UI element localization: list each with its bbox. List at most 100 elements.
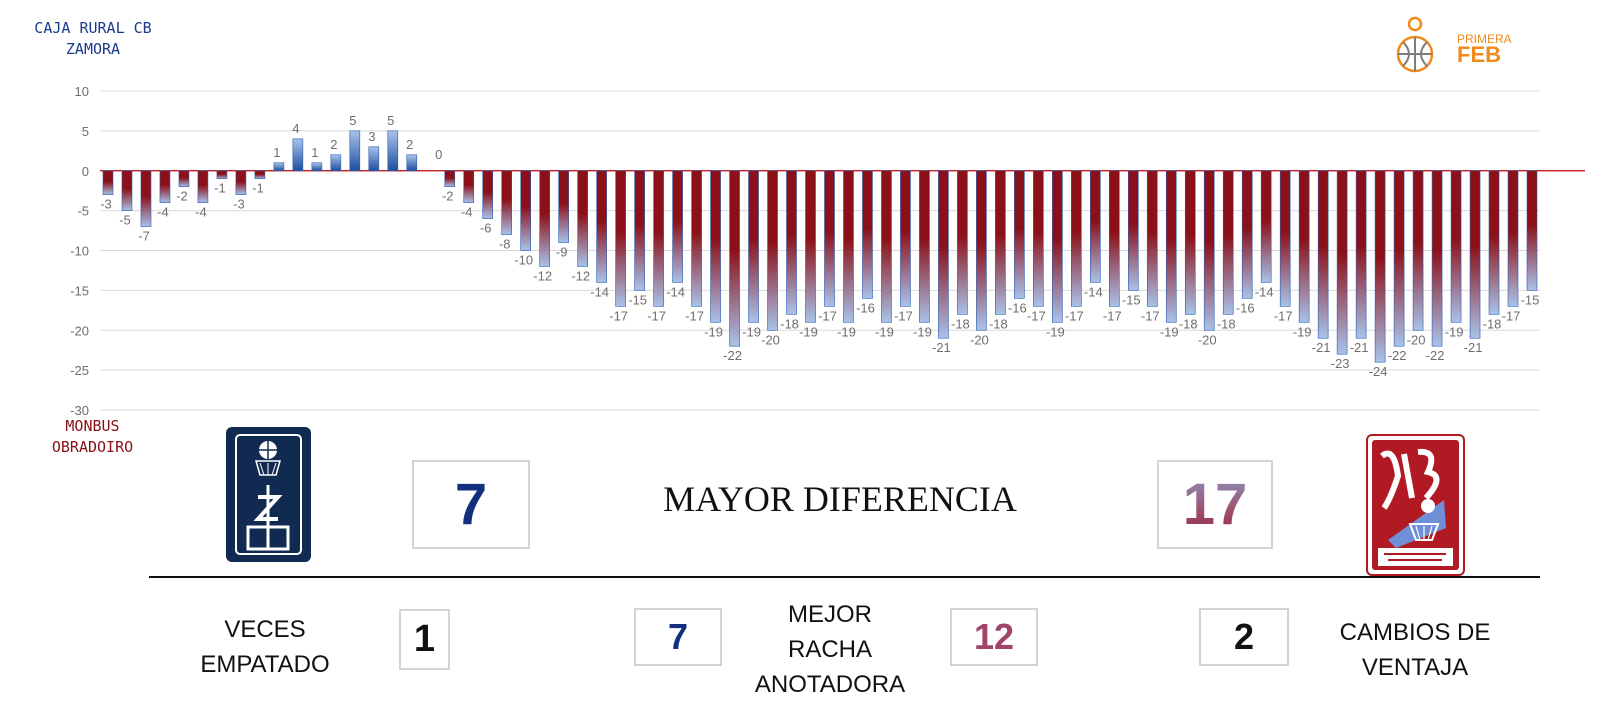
bar <box>938 170 949 339</box>
bar <box>102 170 114 195</box>
data-label: -19 <box>875 324 894 339</box>
bar <box>1431 170 1443 347</box>
data-label: -17 <box>1274 308 1293 323</box>
obradoiro-crest-icon <box>1372 440 1459 570</box>
bar <box>1488 170 1500 315</box>
data-label: -19 <box>837 324 856 339</box>
y-tick-label: -25 <box>70 363 89 378</box>
basketball-player-icon <box>1396 16 1434 73</box>
bar <box>349 130 361 172</box>
bar <box>672 170 683 283</box>
away-team-logo <box>1366 434 1465 576</box>
bar <box>729 170 740 347</box>
bar <box>1526 170 1538 291</box>
bar <box>1241 170 1253 299</box>
bar <box>615 170 626 307</box>
data-label: -21 <box>1312 340 1331 355</box>
data-label: -16 <box>1236 300 1255 315</box>
bar <box>957 170 968 315</box>
bar <box>273 162 285 172</box>
best-streak-label: MEJOR RACHA ANOTADORA <box>754 601 906 698</box>
data-label: -1 <box>252 181 264 196</box>
bar <box>995 170 1006 315</box>
league-label-line2: FEB <box>1457 42 1501 67</box>
data-label: -15 <box>1122 292 1141 307</box>
data-label: -8 <box>499 237 511 252</box>
max-diff-title: MAYOR DIFERENCIA <box>663 479 1017 519</box>
bar <box>197 170 209 203</box>
bar <box>710 170 721 323</box>
bar <box>824 170 835 307</box>
bar <box>881 170 892 323</box>
data-label: -21 <box>1350 340 1369 355</box>
data-label: -18 <box>951 316 970 331</box>
bar <box>520 170 532 251</box>
bar <box>159 170 171 203</box>
bar <box>748 170 759 323</box>
data-label: -10 <box>514 253 533 268</box>
data-label: -17 <box>1027 308 1046 323</box>
data-label: -18 <box>989 316 1008 331</box>
bar <box>1469 170 1481 339</box>
bar <box>786 170 797 315</box>
bar <box>311 162 323 172</box>
bar <box>121 170 133 211</box>
data-label: -20 <box>970 332 989 347</box>
bar <box>1412 170 1424 331</box>
data-label: -17 <box>1502 308 1521 323</box>
bar <box>1450 170 1462 323</box>
data-label: -19 <box>1046 324 1065 339</box>
data-label: 4 <box>292 121 299 136</box>
data-label: -24 <box>1369 364 1388 379</box>
data-label: 5 <box>349 113 356 128</box>
data-label: -17 <box>894 308 913 323</box>
data-label: -12 <box>533 268 552 283</box>
bar <box>1260 170 1272 283</box>
y-tick-label: -20 <box>70 323 89 338</box>
bar <box>235 170 247 195</box>
data-label: -5 <box>119 213 131 228</box>
data-label: -19 <box>1160 324 1179 339</box>
bar <box>577 170 588 267</box>
data-label: -20 <box>1407 332 1426 347</box>
bar <box>1052 170 1063 323</box>
y-tick-label: -30 <box>70 403 89 418</box>
score-difference-chart: 1050-5-10-15-20-25-30-3-5-7-4-2-4-1-3-11… <box>70 84 1585 418</box>
data-label: 1 <box>311 145 318 160</box>
divider <box>149 576 1540 578</box>
data-label: 5 <box>387 113 394 128</box>
bar <box>1374 170 1386 363</box>
bar <box>140 170 152 227</box>
data-label: -3 <box>233 197 245 212</box>
home-team-label: CAJA RURAL CB ZAMORA <box>34 19 152 58</box>
max-diff-home-value: 7 <box>412 460 530 549</box>
best-streak-away-value: 12 <box>950 608 1038 666</box>
y-tick-label: -5 <box>77 204 89 219</box>
bar <box>1146 170 1158 307</box>
bar <box>1336 170 1348 355</box>
data-label: -15 <box>1521 292 1540 307</box>
data-label: 3 <box>368 129 375 144</box>
y-tick-label: -10 <box>70 244 89 259</box>
data-label: -19 <box>1445 324 1464 339</box>
data-label: -15 <box>628 292 647 307</box>
data-label: -17 <box>685 308 704 323</box>
data-label: -18 <box>1217 316 1236 331</box>
data-label: -20 <box>1198 332 1217 347</box>
data-label: -19 <box>704 324 723 339</box>
data-label: -18 <box>1483 316 1502 331</box>
bar <box>862 170 873 299</box>
bar <box>1507 170 1519 307</box>
bar <box>1298 170 1310 323</box>
data-label: -2 <box>442 189 454 204</box>
bar <box>1090 170 1101 283</box>
data-label: -18 <box>1179 316 1198 331</box>
bar <box>387 130 399 172</box>
bar <box>330 154 342 172</box>
bar <box>463 170 475 203</box>
bar <box>406 154 418 172</box>
data-label: -17 <box>647 308 666 323</box>
away-team-label: MONBUS OBRADOIRO <box>51 417 134 456</box>
y-tick-label: 5 <box>82 124 89 139</box>
bar <box>1127 170 1139 291</box>
